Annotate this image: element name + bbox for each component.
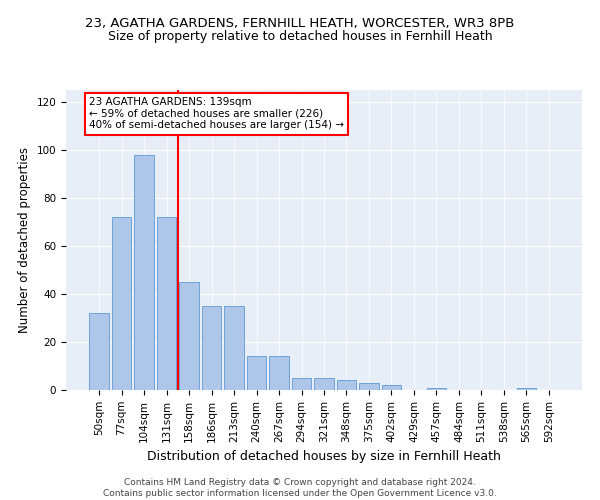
Bar [134,155,154,390]
Text: 23, AGATHA GARDENS, FERNHILL HEATH, WORCESTER, WR3 8PB: 23, AGATHA GARDENS, FERNHILL HEATH, WORC… [85,18,515,30]
Bar [89,313,109,390]
Text: Size of property relative to detached houses in Fernhill Heath: Size of property relative to detached ho… [107,30,493,43]
Bar [517,388,536,390]
Bar [179,282,199,390]
Text: Contains HM Land Registry data © Crown copyright and database right 2024.
Contai: Contains HM Land Registry data © Crown c… [103,478,497,498]
Bar [202,306,221,390]
Y-axis label: Number of detached properties: Number of detached properties [18,147,31,333]
Bar [269,356,289,390]
Text: 23 AGATHA GARDENS: 139sqm
← 59% of detached houses are smaller (226)
40% of semi: 23 AGATHA GARDENS: 139sqm ← 59% of detac… [89,97,344,130]
Bar [337,380,356,390]
Bar [427,388,446,390]
Bar [157,217,176,390]
Bar [359,383,379,390]
X-axis label: Distribution of detached houses by size in Fernhill Heath: Distribution of detached houses by size … [147,450,501,463]
Bar [247,356,266,390]
Bar [382,385,401,390]
Bar [292,378,311,390]
Bar [224,306,244,390]
Bar [314,378,334,390]
Bar [112,217,131,390]
